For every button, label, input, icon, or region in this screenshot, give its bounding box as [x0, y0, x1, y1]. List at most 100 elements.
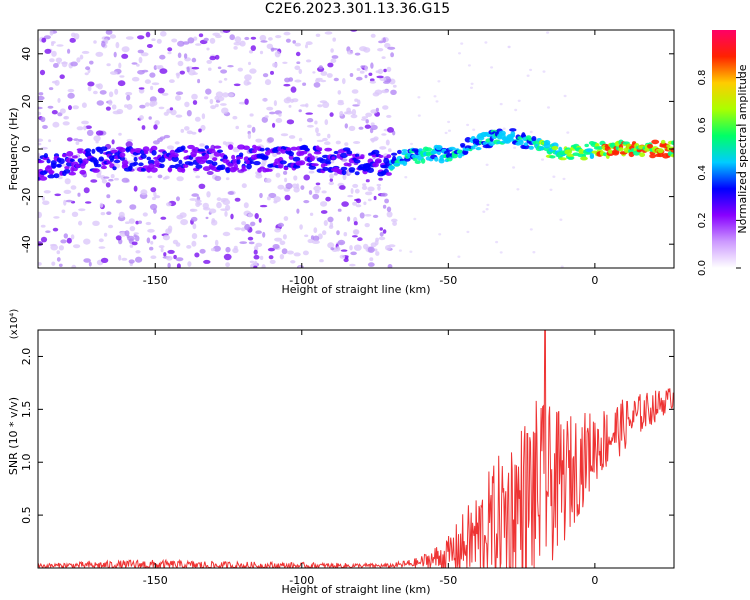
spectrogram-noise-blob: [141, 69, 149, 73]
spectrogram-noise-blob: [386, 206, 392, 213]
spectrogram-noise-blob: [222, 141, 227, 145]
spectrogram-noise-blob: [84, 72, 89, 76]
spectrogram-noise-blob: [344, 256, 349, 260]
spectrogram-noise-blob: [270, 70, 274, 75]
spectrogram-ridge-blob: [304, 147, 310, 152]
spectrogram-noise-blob: [126, 103, 133, 110]
spectrogram-noise-blob: [376, 75, 384, 79]
spectrogram-noise-blob: [203, 259, 211, 264]
spectrogram-ridge-blob: [178, 159, 183, 165]
spectrogram-noise-blob: [150, 240, 154, 245]
spectrogram-ridge-blob: [197, 148, 206, 152]
spectrogram-noise-blob: [77, 192, 81, 197]
spectrogram-ridge-blob: [636, 149, 643, 153]
spectrogram-noise-blob: [352, 183, 359, 188]
spectrogram-noise-blob: [192, 72, 198, 75]
spectrogram-marks: [38, 30, 674, 268]
spectrogram-noise-blob: [342, 173, 347, 181]
spectrogram-noise-blob: [234, 36, 242, 43]
spectrogram-noise-blob: [71, 211, 79, 217]
spectrogram-noise-blob: [330, 48, 334, 53]
spectrogram-noise-blob: [205, 216, 209, 220]
spectrogram-noise-blob: [372, 214, 379, 218]
spectrogram-noise-blob: [156, 38, 162, 44]
spectrogram-noise-blob: [386, 211, 393, 218]
spectrogram-noise-blob: [247, 124, 252, 128]
spectrogram-noise-blob: [240, 227, 246, 232]
spectrogram-noise-blob: [517, 99, 521, 103]
spectrogram-ridge-blob: [580, 156, 588, 161]
spectrogram-noise-blob: [367, 198, 372, 202]
spectrogram-noise-blob: [294, 65, 301, 71]
spectrogram-noise-blob: [369, 80, 376, 84]
spectrogram-noise-blob: [78, 220, 83, 226]
spectrogram-noise-blob: [167, 249, 175, 254]
spectrogram-ridge-blob: [470, 145, 476, 150]
spectrogram-noise-blob: [115, 235, 122, 241]
page-title: C2E6.2023.301.13.36.G15: [264, 1, 451, 17]
spectrogram-noise-blob: [164, 175, 170, 180]
spectrogram-noise-blob: [186, 66, 190, 73]
spectrogram-noise-blob: [173, 254, 177, 260]
spectrogram-noise-blob: [198, 183, 206, 189]
spectrogram-noise-blob: [284, 194, 291, 201]
spectrogram-noise-blob: [307, 238, 314, 244]
spectrogram-noise-blob: [351, 235, 358, 238]
spectrogram-noise-blob: [466, 123, 470, 127]
spectrogram-noise-blob: [250, 36, 257, 40]
snr-x-tick-label: -50: [439, 574, 457, 587]
spectrogram-noise-blob: [151, 38, 156, 41]
spectrogram-ridge-blob: [68, 171, 77, 176]
spectrogram-ridge-blob: [46, 159, 51, 164]
spectrogram-x-tick-label: -150: [143, 274, 168, 287]
colorbar-tick-label: 0.8: [697, 70, 708, 86]
spectrogram-ridge-blob: [260, 155, 269, 160]
spectrogram-noise-blob: [241, 183, 247, 189]
spectrogram-noise-blob: [51, 41, 56, 44]
spectrogram-noise-blob: [339, 185, 346, 190]
spectrogram-noise-blob: [179, 70, 185, 75]
spectrogram-noise-blob: [152, 196, 156, 201]
spectrogram-noise-blob: [131, 62, 138, 65]
spectrogram-noise-blob: [311, 240, 320, 245]
spectrogram-x-tick-label: -50: [439, 274, 457, 287]
spectrogram-noise-blob: [133, 185, 138, 192]
spectrogram-noise-blob: [47, 105, 54, 109]
spectrogram-noise-blob: [176, 214, 184, 220]
spectrogram-noise-blob: [212, 32, 221, 36]
spectrogram-ridge-blob: [325, 161, 332, 165]
spectrogram-ridge-blob: [279, 160, 287, 165]
spectrogram-ridge-blob: [346, 150, 353, 155]
spectrogram-ridge-blob: [39, 176, 48, 181]
spectrogram-y-tick-label: -40: [20, 235, 33, 253]
spectrogram-noise-blob: [255, 230, 262, 234]
spectrogram-noise-blob: [447, 120, 451, 124]
spectrogram-ridge-blob: [509, 128, 517, 132]
spectrogram-ridge-blob: [510, 133, 516, 138]
spectrogram-ridge-blob: [80, 163, 86, 169]
spectrogram-noise-blob: [42, 125, 48, 129]
spectrogram-noise-blob: [56, 257, 61, 262]
spectrogram-ridge-blob: [100, 146, 108, 152]
spectrogram-ridge-blob: [246, 163, 252, 170]
spectrogram-ridge-blob: [138, 162, 144, 167]
spectrogram-noise-blob: [61, 209, 66, 214]
spectrogram-ridge-blob: [47, 174, 56, 179]
spectrogram-noise-blob: [347, 216, 351, 222]
spectrogram-ridge-blob: [319, 158, 327, 164]
spectrogram-noise-blob: [294, 42, 301, 47]
spectrogram-ridge-blob: [549, 155, 556, 159]
spectrogram-noise-blob: [136, 63, 140, 67]
spectrogram-noise-blob: [176, 263, 181, 268]
spectrogram-ridge-blob: [596, 146, 604, 150]
snr-y-tick-label: 2.0: [20, 348, 33, 366]
spectrogram-noise-blob: [318, 65, 323, 70]
spectrogram-noise-blob: [108, 178, 114, 182]
spectrogram-noise-blob: [86, 129, 94, 136]
spectrogram-noise-blob: [191, 93, 198, 100]
spectrogram-noise-blob: [560, 265, 564, 268]
spectrogram-noise-blob: [377, 185, 381, 191]
spectrogram-noise-blob: [243, 202, 249, 209]
spectrogram-noise-blob: [99, 90, 107, 95]
spectrogram-ridge-blob: [63, 168, 71, 174]
